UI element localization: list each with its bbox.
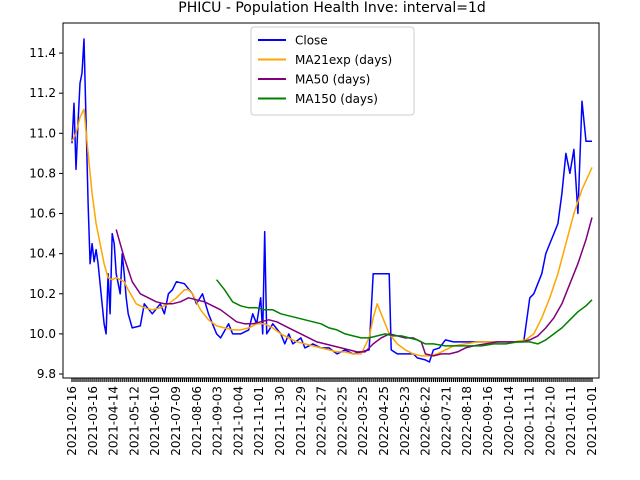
x-tick-label-0: 2021-02-16 <box>65 386 79 456</box>
x-axis: 2021-02-16 2021-03-16 2021-04-14 2021-05-12… <box>65 378 599 456</box>
x-tick-label-9: 2021-11-01 <box>252 386 266 456</box>
y-tick-label-1: 10.0 <box>29 327 56 341</box>
legend-label-1: MA21exp (days) <box>295 53 392 67</box>
x-tick-label-17: 2022-06-22 <box>419 386 433 456</box>
y-tick-label-5: 10.8 <box>29 166 56 180</box>
x-tick-label-18: 2022-07-21 <box>439 386 453 456</box>
y-tick-label-8: 11.4 <box>29 46 56 60</box>
x-tick-label-24: 2021-01-11 <box>564 386 578 456</box>
x-tick-label-23: 2020-12-10 <box>543 386 557 456</box>
y-tick-label-6: 11.0 <box>29 126 56 140</box>
y-tick-label-4: 10.6 <box>29 207 56 221</box>
y-tick-label-0: 9.8 <box>37 367 56 381</box>
x-tick-label-19: 2022-08-18 <box>460 386 474 456</box>
x-tick-label-15: 2022-04-25 <box>377 386 391 456</box>
x-tick-label-21: 2020-10-14 <box>502 386 516 456</box>
x-tick-label-22: 2020-11-11 <box>523 386 537 456</box>
x-tick-label-11: 2021-12-29 <box>294 386 308 456</box>
legend: Close MA21exp (days) MA50 (days) MA150 (day… <box>250 26 415 116</box>
plot-frame <box>62 22 600 379</box>
x-tick-label-12: 2022-01-27 <box>315 386 329 456</box>
x-tick-label-25: 2021-01-01 <box>585 386 599 456</box>
x-tick-label-4: 2021-06-10 <box>148 386 162 456</box>
x-tick-label-2: 2021-04-14 <box>107 386 121 456</box>
y-tick-label-2: 10.2 <box>29 287 56 301</box>
x-tick-label-3: 2021-05-12 <box>127 386 141 456</box>
legend-label-2: MA50 (days) <box>295 73 370 87</box>
x-tick-label-7: 2021-09-03 <box>211 386 225 456</box>
x-tick-label-1: 2021-03-16 <box>86 386 100 456</box>
chart-title: PHICU - Population Health Inve: interval… <box>178 0 485 16</box>
y-axis: 9.8 10.0 10.2 10.4 10.6 10.8 11.0 11.2 11.4 <box>29 46 63 381</box>
x-tick-label-13: 2022-02-25 <box>335 386 349 456</box>
x-tick-label-8: 2021-10-04 <box>231 386 245 456</box>
y-tick-label-7: 11.2 <box>29 86 56 100</box>
x-tick-label-20: 2020-09-16 <box>481 386 495 456</box>
legend-label-3: MA150 (days) <box>295 92 378 106</box>
x-tick-label-10: 2021-11-30 <box>273 386 287 456</box>
x-tick-label-16: 2022-05-23 <box>398 386 412 456</box>
legend-label-0: Close <box>295 34 328 48</box>
x-tick-label-5: 2021-07-09 <box>169 386 183 456</box>
x-tick-label-14: 2022-03-25 <box>356 386 370 456</box>
series-layer <box>71 38 593 363</box>
series-line-1 <box>71 108 593 357</box>
series-line-3 <box>216 279 593 347</box>
y-tick-label-3: 10.4 <box>29 247 56 261</box>
x-tick-label-6: 2021-08-06 <box>190 386 204 456</box>
legend-box <box>250 26 415 116</box>
